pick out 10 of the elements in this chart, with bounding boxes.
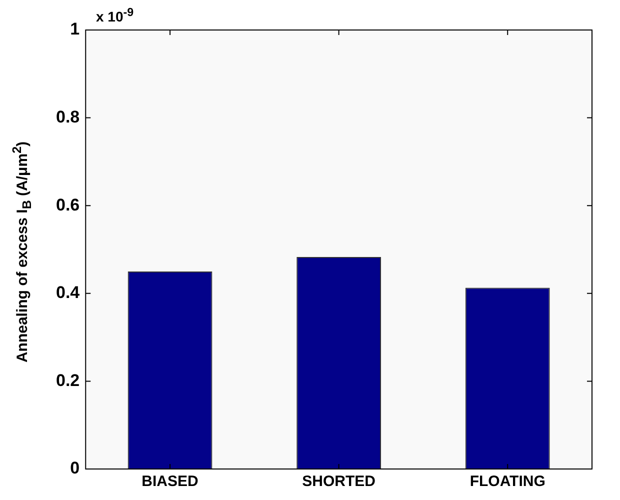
- x-tick-label: SHORTED: [302, 473, 376, 490]
- x-tick-label: FLOATING: [470, 473, 546, 490]
- text: x 10$^{-9}$: [96, 6, 134, 25]
- y-tick-label: 0: [70, 458, 80, 478]
- y-tick-label: 0.4: [56, 283, 80, 302]
- y-tick-label: 1: [70, 20, 80, 39]
- y-tick-label: 0.8: [56, 107, 80, 126]
- y-tick-label: 0.6: [56, 195, 80, 214]
- y-tick-label: 0.2: [56, 370, 80, 390]
- x-tick-label: BIASED: [142, 473, 199, 490]
